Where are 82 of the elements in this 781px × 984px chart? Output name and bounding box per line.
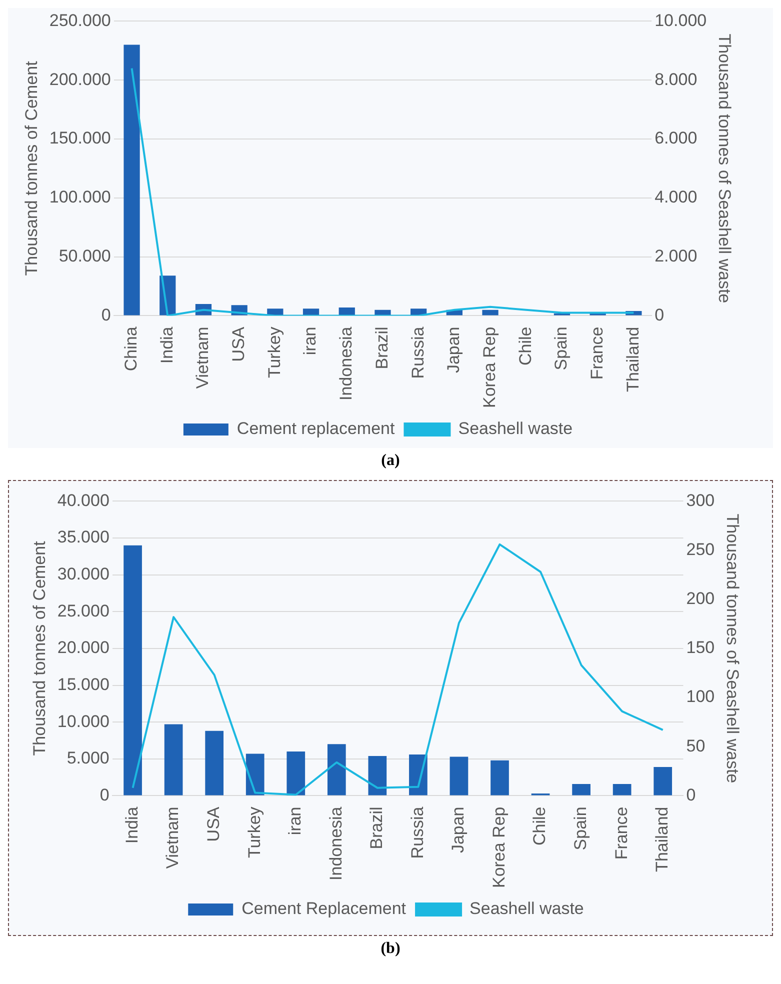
y2-tick-label: 6.000 xyxy=(654,128,698,148)
text: (b) xyxy=(380,939,402,959)
x-tick-label: Indonesia xyxy=(336,326,356,400)
y-tick-label: 15.000 xyxy=(57,674,110,694)
y2-tick-label: 50 xyxy=(686,736,706,756)
x-tick-label: France xyxy=(588,326,607,380)
y2-axis-title: Thousand tonnes of Seashell waste xyxy=(723,514,742,784)
x-tick-label: Turkey xyxy=(264,326,284,378)
x-tick-label: India xyxy=(122,806,142,844)
x-tick-label: Brazil xyxy=(367,806,386,850)
legend-label: Cement replacement xyxy=(236,419,396,438)
y-tick-label: 25.000 xyxy=(57,601,110,620)
x-tick-label: Korea Rep xyxy=(480,326,499,408)
y2-tick-label: 8.000 xyxy=(654,70,698,89)
x-tick-label: iran xyxy=(286,806,305,836)
legend-label: Cement Replacement xyxy=(242,899,406,918)
y-tick-label: 100.000 xyxy=(49,188,111,207)
x-tick-label: Vietnam xyxy=(193,326,212,389)
bar xyxy=(205,730,224,796)
y-tick-label: 35.000 xyxy=(57,528,110,547)
y-tick-label: 250.000 xyxy=(49,10,111,30)
y2-tick-label: 100 xyxy=(686,687,715,706)
x-tick-label: Turkey xyxy=(244,806,264,858)
x-tick-label: iran xyxy=(300,326,320,356)
y-tick-label: 40.000 xyxy=(57,490,110,510)
y-tick-label: 10.000 xyxy=(57,712,110,731)
bar xyxy=(124,545,142,796)
x-tick-label: China xyxy=(121,326,140,372)
y-tick-label: 0 xyxy=(100,785,110,804)
bar xyxy=(124,44,140,316)
y2-tick-label: 200 xyxy=(686,589,715,608)
x-tick-label: Chile xyxy=(530,806,550,846)
bar xyxy=(327,744,346,796)
y2-tick-label: 300 xyxy=(686,490,715,510)
text: (a) xyxy=(380,451,401,471)
bar xyxy=(246,754,264,796)
bar xyxy=(572,784,590,796)
x-tick-label: India xyxy=(157,326,176,364)
legend-label: Seashell waste xyxy=(470,899,584,918)
legend-label: Seashell waste xyxy=(458,419,573,438)
bar xyxy=(612,784,632,796)
x-tick-label: USA xyxy=(204,806,224,842)
y2-tick-label: 150 xyxy=(686,638,715,658)
bar xyxy=(286,752,306,796)
y2-tick-label: 0 xyxy=(654,305,664,324)
y-tick-label: 20.000 xyxy=(57,638,110,658)
x-tick-label: Russia xyxy=(408,326,428,379)
y-axis-title: Thousand tonnes of Cement xyxy=(30,540,49,756)
y2-tick-label: 250 xyxy=(686,540,715,559)
y2-axis-title: Thousand tonnes of Seashell waste xyxy=(715,34,734,304)
bar xyxy=(368,756,387,796)
x-tick-label: Japan xyxy=(444,326,464,374)
y-axis-title: Thousand tonnes of Cement xyxy=(22,60,41,276)
x-tick-label: Spain xyxy=(552,326,571,370)
x-tick-label: Korea Rep xyxy=(489,806,508,888)
y-tick-label: 0 xyxy=(101,305,111,324)
bar xyxy=(482,310,498,316)
y2-tick-label: 10.000 xyxy=(654,10,707,30)
x-tick-label: Spain xyxy=(570,806,590,850)
x-tick-label: Russia xyxy=(408,806,427,859)
x-tick-label: Brazil xyxy=(372,326,392,370)
x-tick-label: USA xyxy=(229,326,248,362)
bar xyxy=(490,760,509,796)
y-tick-label: 30.000 xyxy=(57,564,110,584)
bar xyxy=(164,724,183,796)
y-tick-label: 5.000 xyxy=(66,748,110,768)
bar xyxy=(338,307,355,316)
x-tick-label: Thailand xyxy=(652,806,672,872)
x-tick-label: Thailand xyxy=(623,326,642,392)
y2-tick-label: 0 xyxy=(686,785,696,804)
y-tick-label: 50.000 xyxy=(58,246,111,266)
x-tick-label: Japan xyxy=(448,806,468,854)
bar xyxy=(654,767,672,796)
x-tick-label: France xyxy=(612,806,631,860)
y2-tick-label: 4.000 xyxy=(654,188,698,207)
y-tick-label: 150.000 xyxy=(49,128,111,148)
bar xyxy=(450,756,468,796)
y2-tick-label: 2.000 xyxy=(654,246,698,266)
y-tick-label: 200.000 xyxy=(49,70,111,89)
x-tick-label: Indonesia xyxy=(326,806,346,880)
x-tick-label: Chile xyxy=(516,326,535,366)
x-tick-label: Vietnam xyxy=(163,806,182,869)
